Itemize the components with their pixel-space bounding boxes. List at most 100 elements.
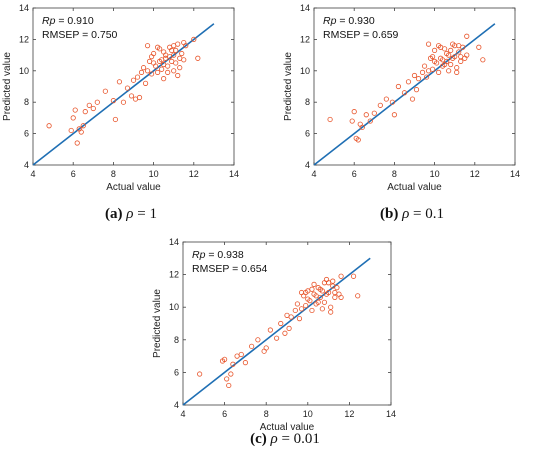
data-point	[450, 55, 456, 61]
data-point	[159, 57, 165, 63]
data-point	[355, 137, 361, 143]
data-point	[74, 140, 80, 146]
x-axis-label: Actual value	[106, 182, 161, 193]
x-tick-label: 10	[430, 169, 440, 179]
caption-value: = 0.1	[409, 206, 444, 222]
data-point	[136, 94, 143, 101]
data-point	[72, 107, 78, 113]
rp-label: Rp	[192, 249, 206, 261]
x-tick-label: 8	[392, 169, 397, 179]
y-tick-label: 6	[174, 367, 179, 377]
data-point	[82, 109, 88, 115]
data-point	[313, 293, 319, 299]
data-point	[142, 80, 149, 86]
rp-value: = 0.910	[55, 15, 93, 27]
x-tick-label: 8	[111, 169, 116, 179]
x-tick-label: 12	[344, 409, 354, 419]
x-tick-label: 8	[264, 409, 269, 419]
data-point	[230, 361, 236, 367]
data-point	[311, 281, 317, 287]
data-point	[303, 289, 309, 296]
data-point	[94, 99, 100, 105]
data-point	[173, 60, 179, 66]
rp-annotation: Rp = 0.930	[323, 15, 375, 27]
y-tick-label: 14	[300, 3, 310, 13]
caption-value: = 1	[133, 206, 156, 222]
data-point	[452, 43, 458, 49]
data-point	[80, 123, 86, 129]
data-point	[391, 112, 397, 118]
y-axis-label: Predicted value	[2, 52, 13, 121]
data-point	[480, 57, 486, 63]
y-tick-label: 4	[305, 160, 310, 170]
y-tick-label: 6	[24, 129, 29, 139]
data-point	[191, 36, 197, 43]
y-tick-label: 14	[169, 237, 179, 247]
data-point	[305, 296, 311, 302]
x-axis-label: Actual value	[260, 422, 315, 433]
y-axis-label: Predicted value	[152, 289, 163, 358]
data-point	[171, 68, 177, 74]
data-point	[296, 316, 303, 322]
panel-caption: (a) ρ = 1	[105, 206, 157, 222]
x-tick-label: 6	[222, 409, 227, 419]
data-point	[377, 102, 383, 108]
panel-caption: (c) ρ = 0.01	[250, 431, 320, 447]
scatter-panel: 4 6 8 10 12 14 4 6 8 10 12 14 Actual value Predicted …	[2, 3, 239, 222]
data-point	[338, 273, 344, 279]
data-point	[255, 337, 261, 343]
data-point	[327, 116, 333, 123]
data-point	[138, 69, 145, 75]
data-point	[464, 52, 470, 58]
data-point	[238, 351, 244, 358]
data-point	[171, 43, 177, 49]
data-point	[359, 124, 365, 130]
caption-symbol: ρ	[401, 206, 409, 222]
data-point	[456, 49, 462, 55]
data-point	[278, 320, 284, 327]
data-point	[328, 304, 334, 310]
data-point	[112, 116, 119, 123]
data-point	[177, 65, 183, 71]
rmsep-annotation: RMSEP = 0.659	[323, 29, 399, 41]
data-point	[224, 376, 230, 382]
data-point	[195, 55, 201, 61]
data-point	[371, 110, 377, 116]
x-axis-label: Actual value	[387, 182, 442, 193]
data-point	[68, 127, 74, 134]
x-tick-label: 4	[311, 169, 316, 179]
data-point	[173, 47, 179, 53]
data-point	[367, 118, 373, 124]
data-point	[349, 118, 355, 124]
data-point	[309, 307, 315, 314]
panel-caption: (b) ρ = 0.1	[380, 206, 444, 222]
y-tick-label: 12	[300, 34, 310, 44]
data-point	[159, 66, 165, 72]
scatter-panel: 4 6 8 10 12 14 4 6 8 10 12 14 Actual value Predicted …	[283, 3, 520, 222]
y-axis-label: Predicted value	[283, 52, 294, 121]
caption-tag: (b)	[380, 206, 398, 222]
scatter-panel: 4 6 8 10 12 14 4 6 8 10 12 14 Actual value Predicted …	[152, 237, 396, 447]
data-point	[177, 55, 183, 61]
data-point	[110, 98, 117, 104]
data-point	[292, 307, 298, 314]
y-tick-label: 10	[169, 302, 179, 312]
data-point	[411, 72, 418, 79]
data-point	[401, 90, 408, 96]
data-point	[128, 93, 135, 99]
data-point	[181, 39, 187, 46]
data-point	[116, 79, 123, 85]
data-point	[148, 71, 155, 77]
data-point	[444, 50, 450, 57]
data-point	[148, 54, 155, 60]
data-point	[415, 76, 422, 82]
data-point	[319, 306, 325, 312]
data-point	[454, 69, 460, 75]
data-point	[161, 61, 167, 68]
rp-annotation: Rp = 0.910	[42, 15, 94, 27]
caption-symbol: ρ	[269, 431, 277, 447]
data-point	[165, 69, 171, 75]
data-point	[328, 309, 334, 315]
data-point	[315, 299, 321, 305]
data-point	[90, 105, 96, 112]
